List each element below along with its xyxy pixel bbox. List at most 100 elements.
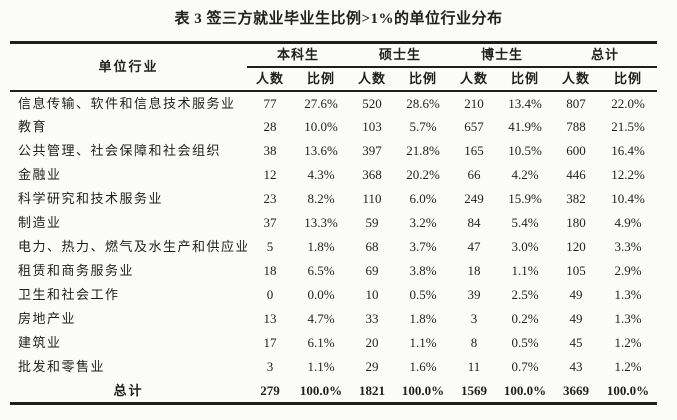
- ratio-cell: 10.4%: [611, 191, 645, 206]
- count-cell: 37: [263, 215, 277, 230]
- ratio-cell: 5.4%: [511, 215, 539, 230]
- count-cell: 8: [470, 335, 478, 350]
- ratio-cell: 1.1%: [511, 263, 539, 278]
- ratio-cell: 0.5%: [409, 287, 437, 302]
- count-cell: 10: [365, 287, 379, 302]
- count-cell: 49: [569, 311, 583, 326]
- subheader-count: 人数: [553, 66, 600, 92]
- total-ratio-cell: 100.0%: [503, 382, 547, 398]
- count-cell: 33: [365, 311, 379, 326]
- count-cell: 47: [467, 239, 481, 254]
- ratio-cell: 1.3%: [614, 287, 642, 302]
- industry-label: 建筑业: [18, 335, 62, 350]
- table-header: 单位行业 本科生 硕士生 博士生 总计 人数 比例 人数 比例 人数 比例 人数…: [10, 42, 658, 92]
- table-row: 金融业 12 4.3% 368 20.2% 66 4.2% 446 12.2%: [10, 163, 657, 187]
- count-cell: 382: [566, 191, 586, 206]
- ratio-cell: 2.5%: [511, 287, 539, 302]
- count-cell: 68: [365, 239, 379, 254]
- ratio-cell: 1.2%: [614, 359, 642, 374]
- count-cell: 69: [365, 263, 379, 278]
- ratio-cell: 3.7%: [409, 239, 437, 254]
- ratio-cell: 3.2%: [409, 215, 437, 230]
- ratio-cell: 20.2%: [406, 167, 440, 182]
- count-cell: 165: [464, 143, 484, 158]
- ratio-cell: 15.9%: [508, 191, 542, 206]
- ratio-cell: 10.0%: [304, 119, 338, 134]
- ratio-cell: 1.3%: [614, 311, 642, 326]
- industry-label: 卫生和社会工作: [18, 287, 120, 302]
- table-row: 卫生和社会工作 0 0.0% 10 0.5% 39 2.5% 49 1.3%: [10, 283, 657, 307]
- ratio-cell: 3.8%: [409, 263, 437, 278]
- ratio-cell: 21.5%: [611, 119, 645, 134]
- total-count-cell: 279: [260, 382, 280, 398]
- count-cell: 397: [362, 143, 382, 158]
- table-row: 信息传输、软件和信息技术服务业 77 27.6% 520 28.6% 210 13.4% 80…: [10, 91, 657, 115]
- ratio-cell: 13.6%: [304, 143, 338, 158]
- ratio-cell: 22.0%: [611, 95, 645, 111]
- industry-label: 批发和零售业: [18, 359, 106, 374]
- table-row: 租赁和商务服务业 18 6.5% 69 3.8% 18 1.1% 105 2.9%: [10, 259, 657, 283]
- industry-label: 制造业: [18, 215, 62, 230]
- count-cell: 45: [569, 335, 583, 350]
- total-ratio-cell: 100.0%: [401, 382, 445, 398]
- count-cell: 18: [263, 263, 277, 278]
- ratio-cell: 1.6%: [409, 359, 437, 374]
- count-cell: 43: [569, 359, 583, 374]
- count-cell: 13: [263, 311, 277, 326]
- ratio-cell: 27.6%: [304, 95, 338, 111]
- table-row: 科学研究和技术服务业 23 8.2% 110 6.0% 249 15.9% 382 10.4%: [10, 187, 657, 211]
- group-header-master: 硕士生: [349, 42, 452, 68]
- count-cell: 18: [467, 263, 481, 278]
- count-cell: 110: [362, 191, 382, 206]
- count-cell: 120: [566, 239, 586, 254]
- industry-label: 教育: [18, 119, 48, 134]
- count-cell: 39: [467, 287, 481, 302]
- count-cell: 17: [263, 335, 277, 350]
- industry-label: 信息传输、软件和信息技术服务业: [18, 95, 236, 111]
- total-ratio-cell: 100.0%: [606, 382, 650, 398]
- industry-column-header: 单位行业: [10, 42, 247, 92]
- table-row: 公共管理、社会保障和社会组织 38 13.6% 397 21.8% 165 10.5% 600…: [10, 139, 657, 163]
- industry-label: 金融业: [18, 167, 62, 182]
- table-row: 房地产业 13 4.7% 33 1.8% 3 0.2% 49 1.3%: [10, 307, 657, 331]
- group-header-doctoral: 博士生: [451, 42, 554, 68]
- ratio-cell: 21.8%: [406, 143, 440, 158]
- industry-label: 房地产业: [18, 311, 77, 326]
- count-cell: 600: [566, 143, 586, 158]
- subheader-count: 人数: [349, 66, 396, 92]
- count-cell: 180: [566, 215, 586, 230]
- table-row: 建筑业 17 6.1% 20 1.1% 8 0.5% 45 1.2%: [10, 331, 657, 355]
- count-cell: 520: [362, 95, 382, 111]
- table-body: 信息传输、软件和信息技术服务业 77 27.6% 520 28.6% 210 13.4% 80…: [10, 91, 657, 404]
- ratio-cell: 1.8%: [409, 311, 437, 326]
- count-cell: 0: [266, 287, 274, 302]
- ratio-cell: 1.1%: [409, 335, 437, 350]
- ratio-cell: 10.5%: [508, 143, 542, 158]
- table-title: 表 3 签三方就业毕业生比例>1%的单位行业分布: [174, 11, 503, 27]
- count-cell: 368: [362, 167, 382, 182]
- count-cell: 59: [365, 215, 379, 230]
- subheader-ratio: 比例: [497, 66, 554, 92]
- subheader-count: 人数: [451, 66, 498, 92]
- ratio-cell: 4.2%: [511, 167, 539, 182]
- count-cell: 11: [467, 359, 481, 374]
- ratio-cell: 12.2%: [611, 167, 645, 182]
- group-header-undergraduate: 本科生: [247, 42, 350, 68]
- ratio-cell: 0.5%: [511, 335, 539, 350]
- count-cell: 3: [266, 359, 274, 374]
- ratio-cell: 2.9%: [614, 263, 642, 278]
- industry-label: 电力、热力、燃气及水生产和供应业: [18, 239, 247, 254]
- count-cell: 49: [569, 287, 583, 302]
- total-row-label: 总计: [113, 382, 144, 398]
- ratio-cell: 3.0%: [511, 239, 539, 254]
- count-cell: 66: [467, 167, 481, 182]
- count-cell: 5: [266, 239, 274, 254]
- table-row: 教育 28 10.0% 103 5.7% 657 41.9% 788 21.5%: [10, 115, 657, 139]
- ratio-cell: 6.5%: [307, 263, 335, 278]
- count-cell: 210: [464, 95, 484, 111]
- industry-label: 公共管理、社会保障和社会组织: [18, 143, 222, 158]
- total-ratio-cell: 100.0%: [299, 382, 343, 398]
- count-cell: 84: [467, 215, 481, 230]
- table-row: 电力、热力、燃气及水生产和供应业 5 1.8% 68 3.7% 47 3.0% 120 3.3%: [10, 235, 657, 259]
